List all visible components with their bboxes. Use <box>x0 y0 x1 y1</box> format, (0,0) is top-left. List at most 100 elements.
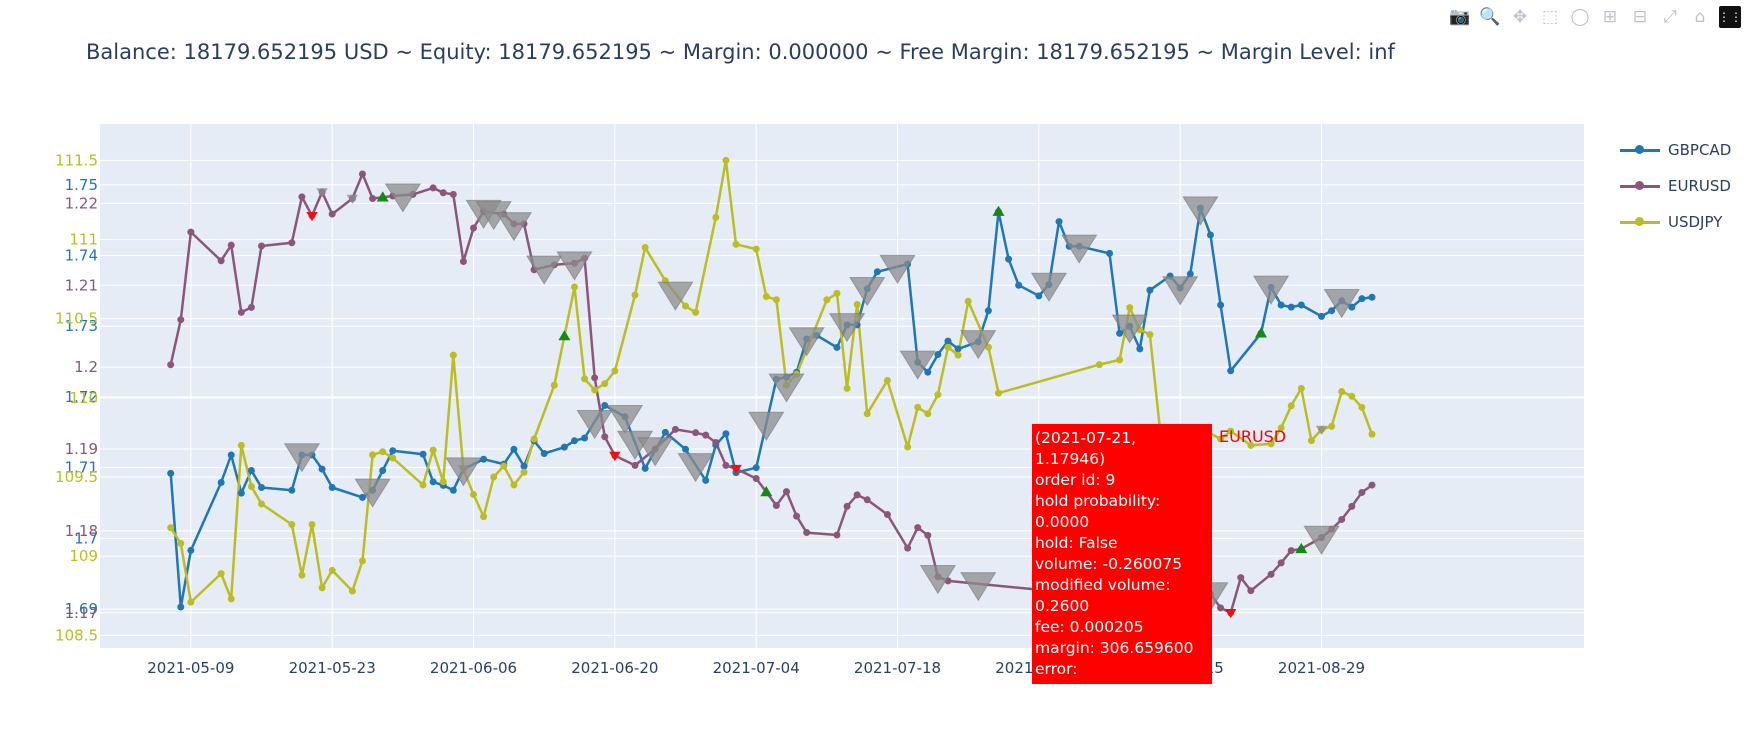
data-point-eurusd <box>369 195 377 203</box>
sell-order-marker <box>730 464 742 475</box>
buy-order-marker <box>1295 542 1308 554</box>
sell-order-marker <box>919 565 957 595</box>
legend-item-eurusd[interactable]: EURUSD <box>1620 168 1731 204</box>
y-tick-label: 1.69 <box>65 600 98 618</box>
data-point-gbpcad <box>258 483 266 491</box>
pan-icon[interactable]: ✥ <box>1512 7 1528 27</box>
data-point-usdjpy <box>853 300 861 308</box>
data-point-gbpcad <box>1287 303 1295 311</box>
data-point-eurusd <box>187 228 195 236</box>
data-point-gbpcad <box>1005 255 1013 263</box>
y-tick-label: 110 <box>69 389 98 407</box>
autoscale-icon[interactable]: ⤢ <box>1663 7 1677 27</box>
data-point-usdjpy <box>247 483 255 491</box>
data-point-usdjpy <box>520 468 528 476</box>
data-point-eurusd <box>1217 604 1225 612</box>
sell-order-marker <box>657 281 694 311</box>
data-point-usdjpy <box>772 296 780 304</box>
data-point-usdjpy <box>752 245 760 253</box>
data-point-usdjpy <box>1227 427 1235 435</box>
tooltip-line: error: <box>1035 660 1078 678</box>
tooltip-line: volume: -0.260075 <box>1035 555 1183 573</box>
sell-order-marker <box>1303 525 1340 555</box>
tooltip-line: hold probability: 0.0000 <box>1035 492 1161 531</box>
data-point-usdjpy <box>1277 424 1285 432</box>
y-tick-label: 111 <box>69 231 98 249</box>
sell-order-marker <box>1252 275 1290 305</box>
y-tick-label: 109 <box>69 547 98 565</box>
data-point-eurusd <box>247 303 255 311</box>
legend-item-gbpcad[interactable]: GBPCAD <box>1620 132 1731 168</box>
y-tick-label: 1.7 <box>74 529 98 547</box>
data-point-usdjpy <box>1368 430 1376 438</box>
data-point-eurusd <box>1237 574 1245 582</box>
sell-order-marker <box>1111 314 1148 344</box>
camera-icon[interactable]: 📷 <box>1449 7 1471 27</box>
sell-order-marker <box>525 255 563 285</box>
data-point-usdjpy <box>449 351 457 359</box>
sell-order-marker <box>1030 272 1068 302</box>
y-tick-labels: 1.69 1.7 1.71 1.72 1.73 1.74 1.75 1.17 1.18 1.19 1… <box>55 151 98 644</box>
data-point-eurusd <box>227 241 235 249</box>
data-point-eurusd <box>470 224 478 232</box>
zoom-in-icon[interactable]: ⊞ <box>1602 7 1618 27</box>
data-point-gbpcad <box>187 546 195 554</box>
data-point-usdjpy <box>1267 440 1275 448</box>
data-point-eurusd <box>833 531 841 539</box>
data-point-usdjpy <box>570 283 578 291</box>
data-point-usdjpy <box>994 389 1002 397</box>
sell-order-marker <box>677 453 714 483</box>
data-point-usdjpy <box>954 351 962 359</box>
data-point-eurusd <box>1277 559 1285 567</box>
data-point-gbpcad <box>833 343 841 351</box>
zoom-out-icon[interactable]: ⊟ <box>1632 7 1648 27</box>
data-point-eurusd <box>601 433 609 441</box>
data-point-usdjpy <box>944 343 952 351</box>
data-point-usdjpy <box>530 435 538 443</box>
data-point-usdjpy <box>227 595 235 603</box>
y-tick-label: 110.5 <box>55 310 98 328</box>
data-point-gbpcad <box>984 307 992 315</box>
sell-order-marker <box>346 194 359 204</box>
tooltip-line: margin: 306.659600 <box>1035 639 1194 657</box>
data-point-usdjpy <box>591 386 599 394</box>
legend-item-usdjpy[interactable]: USDJPY <box>1620 204 1731 240</box>
data-point-gbpcad <box>1136 345 1144 353</box>
data-point-eurusd <box>258 242 266 250</box>
data-point-eurusd <box>237 308 245 316</box>
lasso-icon[interactable]: ◯ <box>1570 7 1590 27</box>
data-point-gbpcad <box>177 603 185 611</box>
tooltip-line: (2021-07-21, 1.17946) <box>1035 429 1137 468</box>
zoom-icon[interactable]: 🔍 <box>1479 7 1501 27</box>
sell-order-marker <box>828 313 866 343</box>
data-point-eurusd <box>328 210 336 218</box>
data-point-gbpcad <box>389 447 397 455</box>
data-point-gbpcad <box>358 493 366 501</box>
sell-order-marker <box>283 443 321 473</box>
data-point-usdjpy <box>470 490 478 498</box>
sell-order-marker <box>960 572 997 602</box>
data-point-gbpcad <box>661 428 669 436</box>
plotly-logo-icon[interactable]: ⋮⋮ <box>1718 6 1742 28</box>
box-select-icon[interactable]: ⬚ <box>1541 7 1559 27</box>
data-point-gbpcad <box>954 345 962 353</box>
data-point-usdjpy <box>298 571 306 579</box>
data-point-usdjpy <box>692 308 700 316</box>
reset-axes-icon[interactable]: ⌂ <box>1694 7 1706 27</box>
tooltip-line: hold: False <box>1035 534 1118 552</box>
data-point-usdjpy <box>1297 384 1305 392</box>
data-point-usdjpy <box>318 584 326 592</box>
data-point-gbpcad <box>520 462 528 470</box>
y-tick-label: 1.74 <box>65 247 98 265</box>
data-point-usdjpy <box>1358 403 1366 411</box>
data-point-usdjpy <box>480 513 488 521</box>
sell-order-marker <box>556 251 593 281</box>
modebar: 📷 🔍 ✥ ⬚ ◯ ⊞ ⊟ ⤢ ⌂ ⋮⋮ <box>1449 6 1742 28</box>
data-point-gbpcad <box>247 467 255 475</box>
legend-label: EURUSD <box>1668 177 1731 195</box>
data-point-usdjpy <box>217 570 225 578</box>
data-point-usdjpy <box>1338 388 1346 396</box>
data-point-usdjpy <box>328 566 336 574</box>
y-tick-label: 1.21 <box>65 276 98 294</box>
data-point-eurusd <box>459 258 467 266</box>
